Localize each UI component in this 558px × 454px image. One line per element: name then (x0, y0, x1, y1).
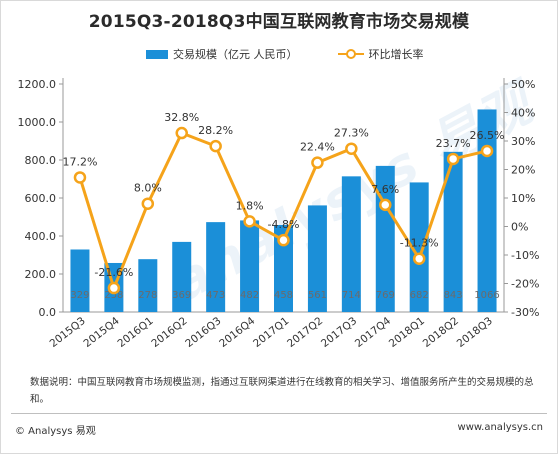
legend-bar-label: 交易规模（亿元 人民币） (173, 48, 298, 61)
left-tick-label: 800.0 (25, 154, 57, 167)
growth-rate-label: -21.6% (94, 266, 133, 279)
bar-value-label: 258 (104, 290, 123, 301)
category-label: 2017Q1 (251, 315, 291, 350)
bar-value-label: 561 (308, 290, 327, 301)
category-label: 2016Q1 (115, 315, 155, 350)
growth-rate-label: 7.6% (371, 183, 399, 196)
growth-rate-point (209, 139, 222, 153)
growth-rate-point (345, 142, 358, 155)
right-tick-label: -30% (511, 306, 539, 319)
category-label: 2018Q3 (455, 315, 495, 350)
bar-value-label: 1066 (474, 290, 499, 301)
legend-line-label: 环比增长率 (368, 48, 424, 61)
growth-rate-point (446, 152, 460, 166)
left-tick-label: 1200.0 (18, 78, 57, 91)
bar-value-label: 482 (240, 290, 259, 301)
legend-item-bar: 交易规模（亿元 人民币） (146, 46, 298, 62)
growth-rate-label: -11.3% (400, 237, 439, 250)
growth-rate-point (73, 171, 87, 184)
legend-bar-swatch (146, 49, 168, 59)
bar-value-label: 714 (342, 290, 361, 301)
bar (172, 241, 192, 312)
growth-rate-label: 27.3% (334, 127, 369, 140)
growth-rate-point (379, 198, 392, 212)
left-tick-label: 0.0 (39, 306, 57, 319)
legend-line-swatch (337, 49, 364, 59)
right-tick-label: 10% (511, 192, 535, 205)
legend-item-line: 环比增长率 (337, 46, 424, 62)
growth-rate-point (141, 197, 155, 210)
growth-rate-label: 28.2% (198, 124, 233, 137)
growth-rate-point (412, 252, 426, 265)
category-label: 2016Q3 (183, 315, 223, 350)
chart-title: 2015Q3-2018Q3中国互联网教育市场交易规模 (88, 12, 470, 32)
category-label: 2015Q4 (82, 315, 122, 350)
right-tick-label: 0% (511, 221, 528, 234)
bar (443, 151, 463, 312)
category-label: 2017Q4 (353, 315, 393, 350)
category-label: 2018Q2 (421, 315, 461, 350)
category-label: 2017Q2 (285, 315, 325, 350)
right-tick-label: -10% (511, 249, 539, 262)
right-tick-label: 30% (511, 135, 535, 148)
source-url: www.analysys.cn (457, 422, 543, 433)
bar-value-label: 843 (444, 290, 463, 301)
growth-rate-point (243, 215, 256, 228)
category-label: 2018Q1 (387, 315, 427, 350)
growth-rate-label: 22.4% (300, 141, 335, 154)
left-tick-label: 400.0 (25, 230, 57, 243)
left-tick-label: 600.0 (25, 192, 57, 205)
bar-value-label: 369 (172, 290, 191, 301)
growth-rate-point (311, 156, 324, 169)
bar-value-label: 473 (206, 290, 225, 301)
bar (206, 222, 226, 312)
category-label: 2016Q2 (149, 315, 189, 350)
bar-value-label: 329 (70, 290, 89, 301)
growth-rate-label: 32.8% (164, 111, 199, 124)
bar (477, 109, 497, 313)
right-tick-label: 50% (511, 78, 535, 91)
bar (138, 259, 158, 312)
bar (70, 249, 90, 312)
data-note: 数据说明：中国互联网教育市场规模监测，指通过互联网渠道进行在线教育的相关学习、增… (30, 377, 534, 405)
category-label: 2015Q3 (48, 315, 88, 350)
growth-rate-point (277, 233, 290, 247)
category-label: 2017Q3 (319, 315, 359, 350)
bar (341, 176, 361, 312)
bar-value-label: 278 (138, 290, 157, 301)
bar (240, 220, 260, 312)
growth-rate-label: 8.0% (134, 182, 162, 195)
bar-value-label: 458 (274, 290, 293, 301)
growth-rate-label: 23.7% (436, 137, 471, 150)
bar (409, 182, 429, 312)
growth-rate-point (480, 144, 494, 158)
bar (307, 205, 327, 312)
bar-value-label: 769 (376, 290, 395, 301)
left-tick-label: 200.0 (25, 268, 57, 281)
growth-rate-point (175, 126, 188, 140)
chart-plot: 0.0 200.0 400.0 600.0 800.0 1000.0 1200.0 -30% -… (18, 78, 539, 350)
category-label: 2016Q4 (217, 315, 257, 350)
growth-rate-label: 26.5% (470, 129, 505, 142)
growth-rate-label: 17.2% (62, 155, 97, 168)
growth-rate-label: -4.8% (268, 218, 300, 231)
brand-label: © Analysys 易观 (15, 426, 96, 437)
chart-legend: 交易规模（亿元 人民币） 环比增长率 (146, 45, 464, 63)
growth-rate-point (107, 281, 121, 295)
footer-divider (11, 413, 547, 414)
right-tick-label: 40% (511, 107, 535, 120)
growth-rate-label: 1.8% (236, 199, 264, 212)
right-tick-label: 20% (511, 164, 535, 177)
left-tick-label: 1000.0 (18, 116, 57, 129)
right-tick-label: -20% (511, 278, 539, 291)
bar-value-label: 682 (410, 290, 429, 301)
bar (274, 224, 293, 312)
